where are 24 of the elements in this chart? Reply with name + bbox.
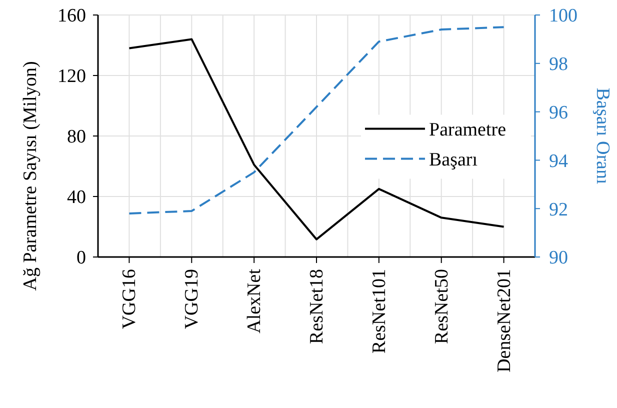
line-series: [128, 26, 505, 214]
y-axis-title: Ağ Parametre Sayısı (Milyon): [20, 61, 41, 291]
legend-label: Parametre: [429, 119, 506, 140]
y2-tick-label: 96: [549, 102, 568, 124]
y-tick-label: 80: [67, 126, 86, 148]
x-tick-label: ResNet18: [306, 269, 328, 344]
y2-axis-title: Başarı Oranı: [592, 88, 613, 184]
y2-tick-label: 90: [549, 248, 568, 269]
x-tick-label: DenseNet201: [494, 269, 515, 372]
y-tick-label: 160: [58, 6, 86, 27]
x-tick-label: AlexNet: [244, 268, 266, 334]
y2-tick-label: 98: [549, 54, 568, 76]
x-tick-label: ResNet101: [368, 269, 390, 354]
legend-label: Başarı: [429, 149, 478, 170]
y2-tick-label: 100: [549, 6, 578, 27]
x-tick-label: ResNet50: [431, 269, 452, 344]
y-tick-label: 40: [67, 187, 86, 208]
y2-tick-label: 92: [549, 199, 568, 220]
x-tick-label: VGG19: [182, 269, 203, 330]
x-tick-label: VGG16: [119, 269, 140, 330]
line-series: [128, 38, 505, 240]
y2-tick-label: 94: [549, 150, 568, 172]
y-tick-label: 120: [58, 66, 86, 88]
y-tick-label: 0: [76, 248, 86, 269]
